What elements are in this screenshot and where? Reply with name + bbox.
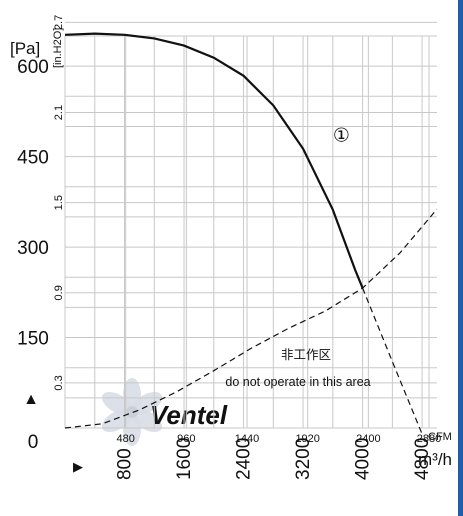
y-tick-inh2o: 2.7 bbox=[53, 15, 65, 30]
y-tick-inh2o: 1.5 bbox=[53, 195, 65, 210]
x-tick-cfm: 2400 bbox=[356, 433, 380, 445]
x-tick-cfm: 960 bbox=[177, 433, 195, 445]
x-tick-m3h: 2400 bbox=[234, 438, 255, 480]
y-axis-unit-pa: [Pa] bbox=[10, 39, 40, 58]
y-axis-arrow-icon: ▲ bbox=[23, 391, 39, 408]
x-tick-m3h: 800 bbox=[115, 448, 136, 480]
chart-grid bbox=[64, 21, 437, 429]
y-tick-pa: 0 bbox=[28, 432, 39, 453]
x-axis-unit-cfm: CFM bbox=[428, 431, 452, 443]
x-tick-m3h: 3200 bbox=[293, 438, 314, 480]
series-dashed-line-1 bbox=[64, 208, 438, 429]
x-tick-cfm: 1440 bbox=[235, 433, 259, 445]
x-tick-cfm: 1920 bbox=[295, 433, 319, 445]
chart-labels: 0 150 300 450 600 0.3 0.9 1.5 2.1 2.7 480 960 1440 19… bbox=[10, 15, 452, 480]
watermark-brand-text: Ventel bbox=[150, 400, 228, 430]
series-dashed-line-2 bbox=[362, 287, 423, 435]
x-tick-m3h: 4000 bbox=[353, 438, 374, 480]
y-tick-pa: 450 bbox=[17, 148, 49, 169]
series-curve-1 bbox=[64, 32, 364, 289]
page-edge-bar bbox=[458, 0, 463, 516]
x-tick-cfm: 480 bbox=[116, 433, 134, 445]
y-tick-pa: 300 bbox=[17, 238, 49, 259]
y-tick-inh2o: 0.9 bbox=[53, 285, 65, 300]
y-axis-unit-inh2o: [in.H2O] bbox=[52, 28, 64, 68]
chart-series bbox=[64, 32, 438, 435]
no-operate-label-cn: 非工作区 bbox=[281, 348, 331, 362]
no-operate-label-en: do not operate in this area bbox=[225, 375, 370, 389]
x-tick-cfm: 2880 bbox=[417, 433, 441, 445]
curve-label-1: ① bbox=[333, 126, 350, 147]
x-axis-unit-m3h: m³/h bbox=[418, 450, 452, 469]
y-tick-inh2o: 0.3 bbox=[53, 375, 65, 390]
y-tick-pa: 600 bbox=[17, 57, 49, 78]
x-tick-m3h: 4800 bbox=[412, 438, 433, 480]
y-tick-pa: 150 bbox=[17, 329, 49, 350]
x-tick-m3h: 1600 bbox=[174, 438, 195, 480]
x-axis-arrow-icon: ▶ bbox=[73, 459, 83, 474]
y-tick-inh2o: 2.1 bbox=[53, 105, 65, 120]
watermark-hub bbox=[126, 406, 138, 418]
